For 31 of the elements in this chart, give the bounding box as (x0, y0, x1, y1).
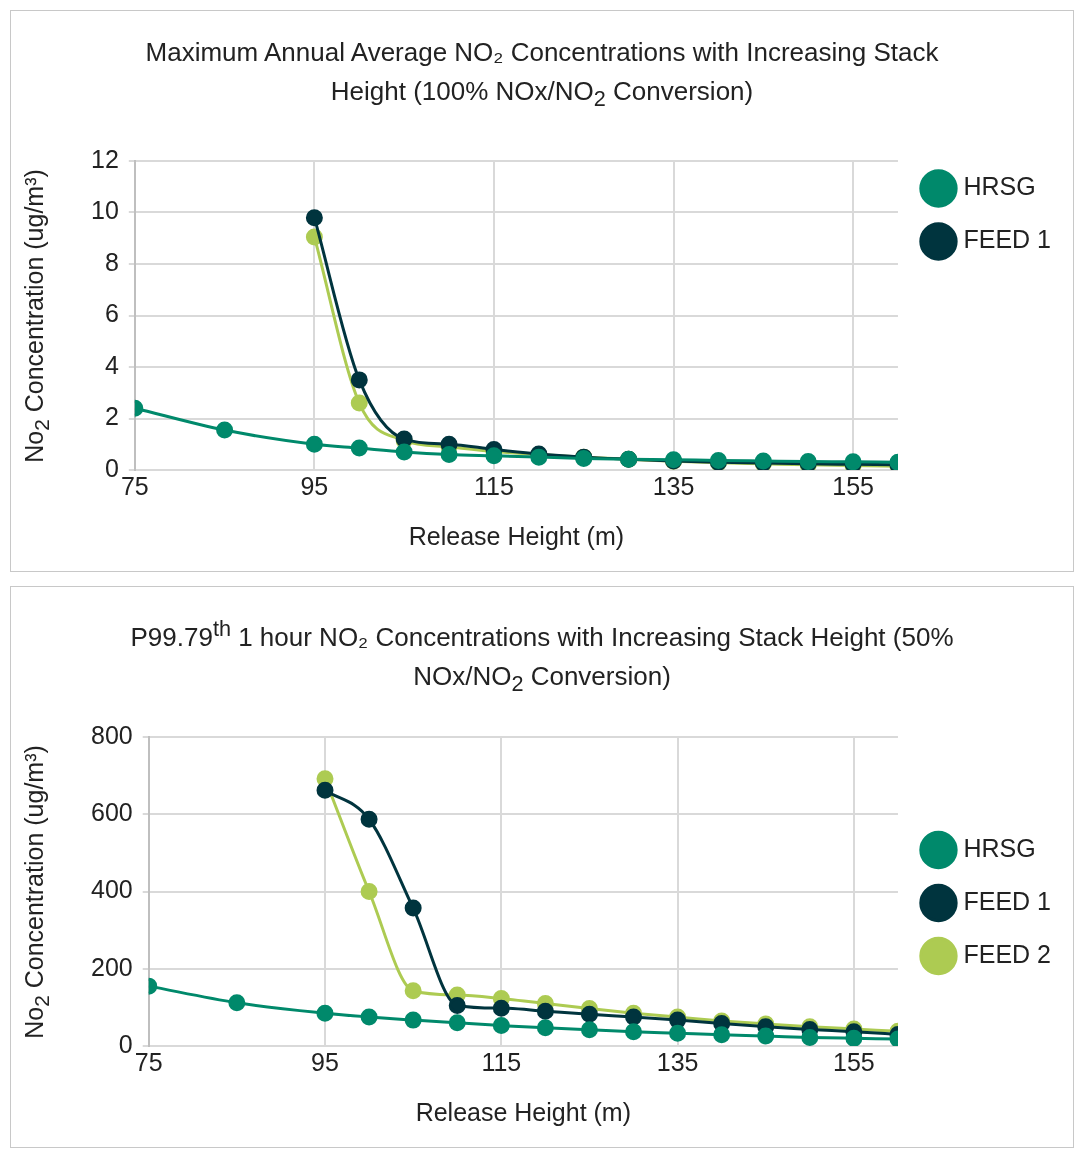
x-tick-label: 75 (134, 1047, 163, 1076)
x-tick-label: 135 (656, 1047, 699, 1076)
y-tick-label: 0 (104, 453, 119, 482)
y-tick-label: 10 (91, 196, 119, 225)
y-tick-label: 8 (104, 247, 119, 276)
x-tick-label: 95 (311, 1047, 339, 1076)
y-tick-label: 12 (91, 144, 119, 173)
y-tick-label: 6 (104, 299, 119, 328)
y-tick-label: 400 (90, 875, 133, 904)
x-tick-label: 155 (833, 1047, 875, 1076)
x-axis-title: Release Height (m) (415, 1098, 632, 1127)
y-tick-label: 4 (104, 350, 119, 379)
x-tick-label: 135 (652, 471, 695, 500)
chart-title: Maximum Annual Average NO₂ Concentrations with Increasing Stack Height (100% NOx/NO$_{2}$ Conversion) (144, 36, 940, 114)
x-tick-label: 75 (120, 471, 149, 500)
y-tick-label: 0 (118, 1029, 133, 1058)
y-tick-label: 600 (90, 798, 133, 827)
y-tick-label: 800 (90, 720, 133, 749)
x-tick-label: 95 (300, 471, 329, 500)
x-axis-title: Release Height (m) (408, 522, 625, 551)
y-tick-label: 200 (90, 952, 133, 981)
x-tick-label: 115 (474, 471, 514, 500)
y-tick-label: 2 (104, 402, 119, 431)
legend-label: FEED 1 (963, 225, 1052, 254)
chart-title: P99.79$^{th}$ 1 hour NO₂ Concentrations with Increasing Stack Height (50% NOx/NO$_{2}$ Conversion) (129, 615, 955, 698)
legend-label: FEED 1 (963, 886, 1052, 915)
legend-label: FEED 2 (963, 939, 1052, 968)
legend-label: HRSG (963, 833, 1036, 862)
x-tick-label: 155 (832, 471, 874, 500)
legend-label: HRSG (963, 172, 1036, 201)
x-tick-label: 115 (481, 1047, 522, 1076)
